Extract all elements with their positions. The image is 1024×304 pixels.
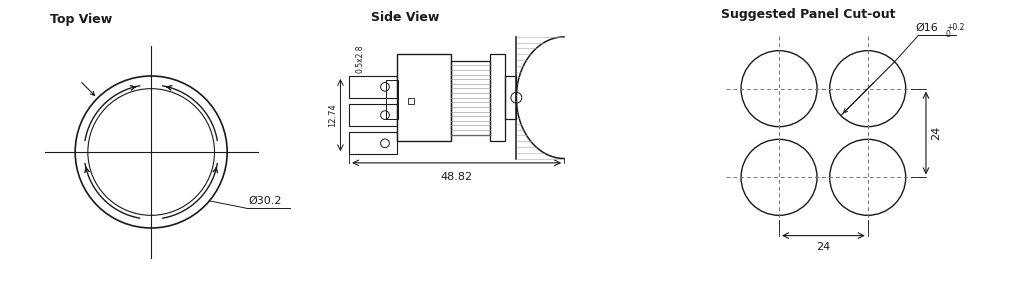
Text: Top View: Top View bbox=[50, 13, 112, 26]
Bar bbox=[452, 61, 490, 135]
Bar bbox=[408, 98, 415, 104]
Bar bbox=[397, 54, 452, 141]
Text: 0: 0 bbox=[946, 30, 950, 39]
Text: 0.5x2.8: 0.5x2.8 bbox=[355, 44, 365, 73]
Bar bbox=[490, 54, 506, 141]
Text: +0.2: +0.2 bbox=[946, 23, 965, 33]
Bar bbox=[349, 104, 397, 126]
Text: 24: 24 bbox=[816, 242, 830, 252]
Text: Suggested Panel Cut-out: Suggested Panel Cut-out bbox=[721, 8, 895, 21]
Bar bbox=[349, 133, 397, 154]
Bar bbox=[506, 76, 516, 119]
Bar bbox=[386, 80, 398, 119]
Bar bbox=[349, 76, 397, 98]
Text: 12.74: 12.74 bbox=[329, 103, 337, 127]
Text: 24: 24 bbox=[931, 126, 941, 140]
Text: 48.82: 48.82 bbox=[440, 171, 473, 181]
Text: Ø30.2: Ø30.2 bbox=[249, 196, 283, 206]
Text: Side View: Side View bbox=[371, 11, 439, 24]
Text: Ø16: Ø16 bbox=[915, 22, 939, 33]
